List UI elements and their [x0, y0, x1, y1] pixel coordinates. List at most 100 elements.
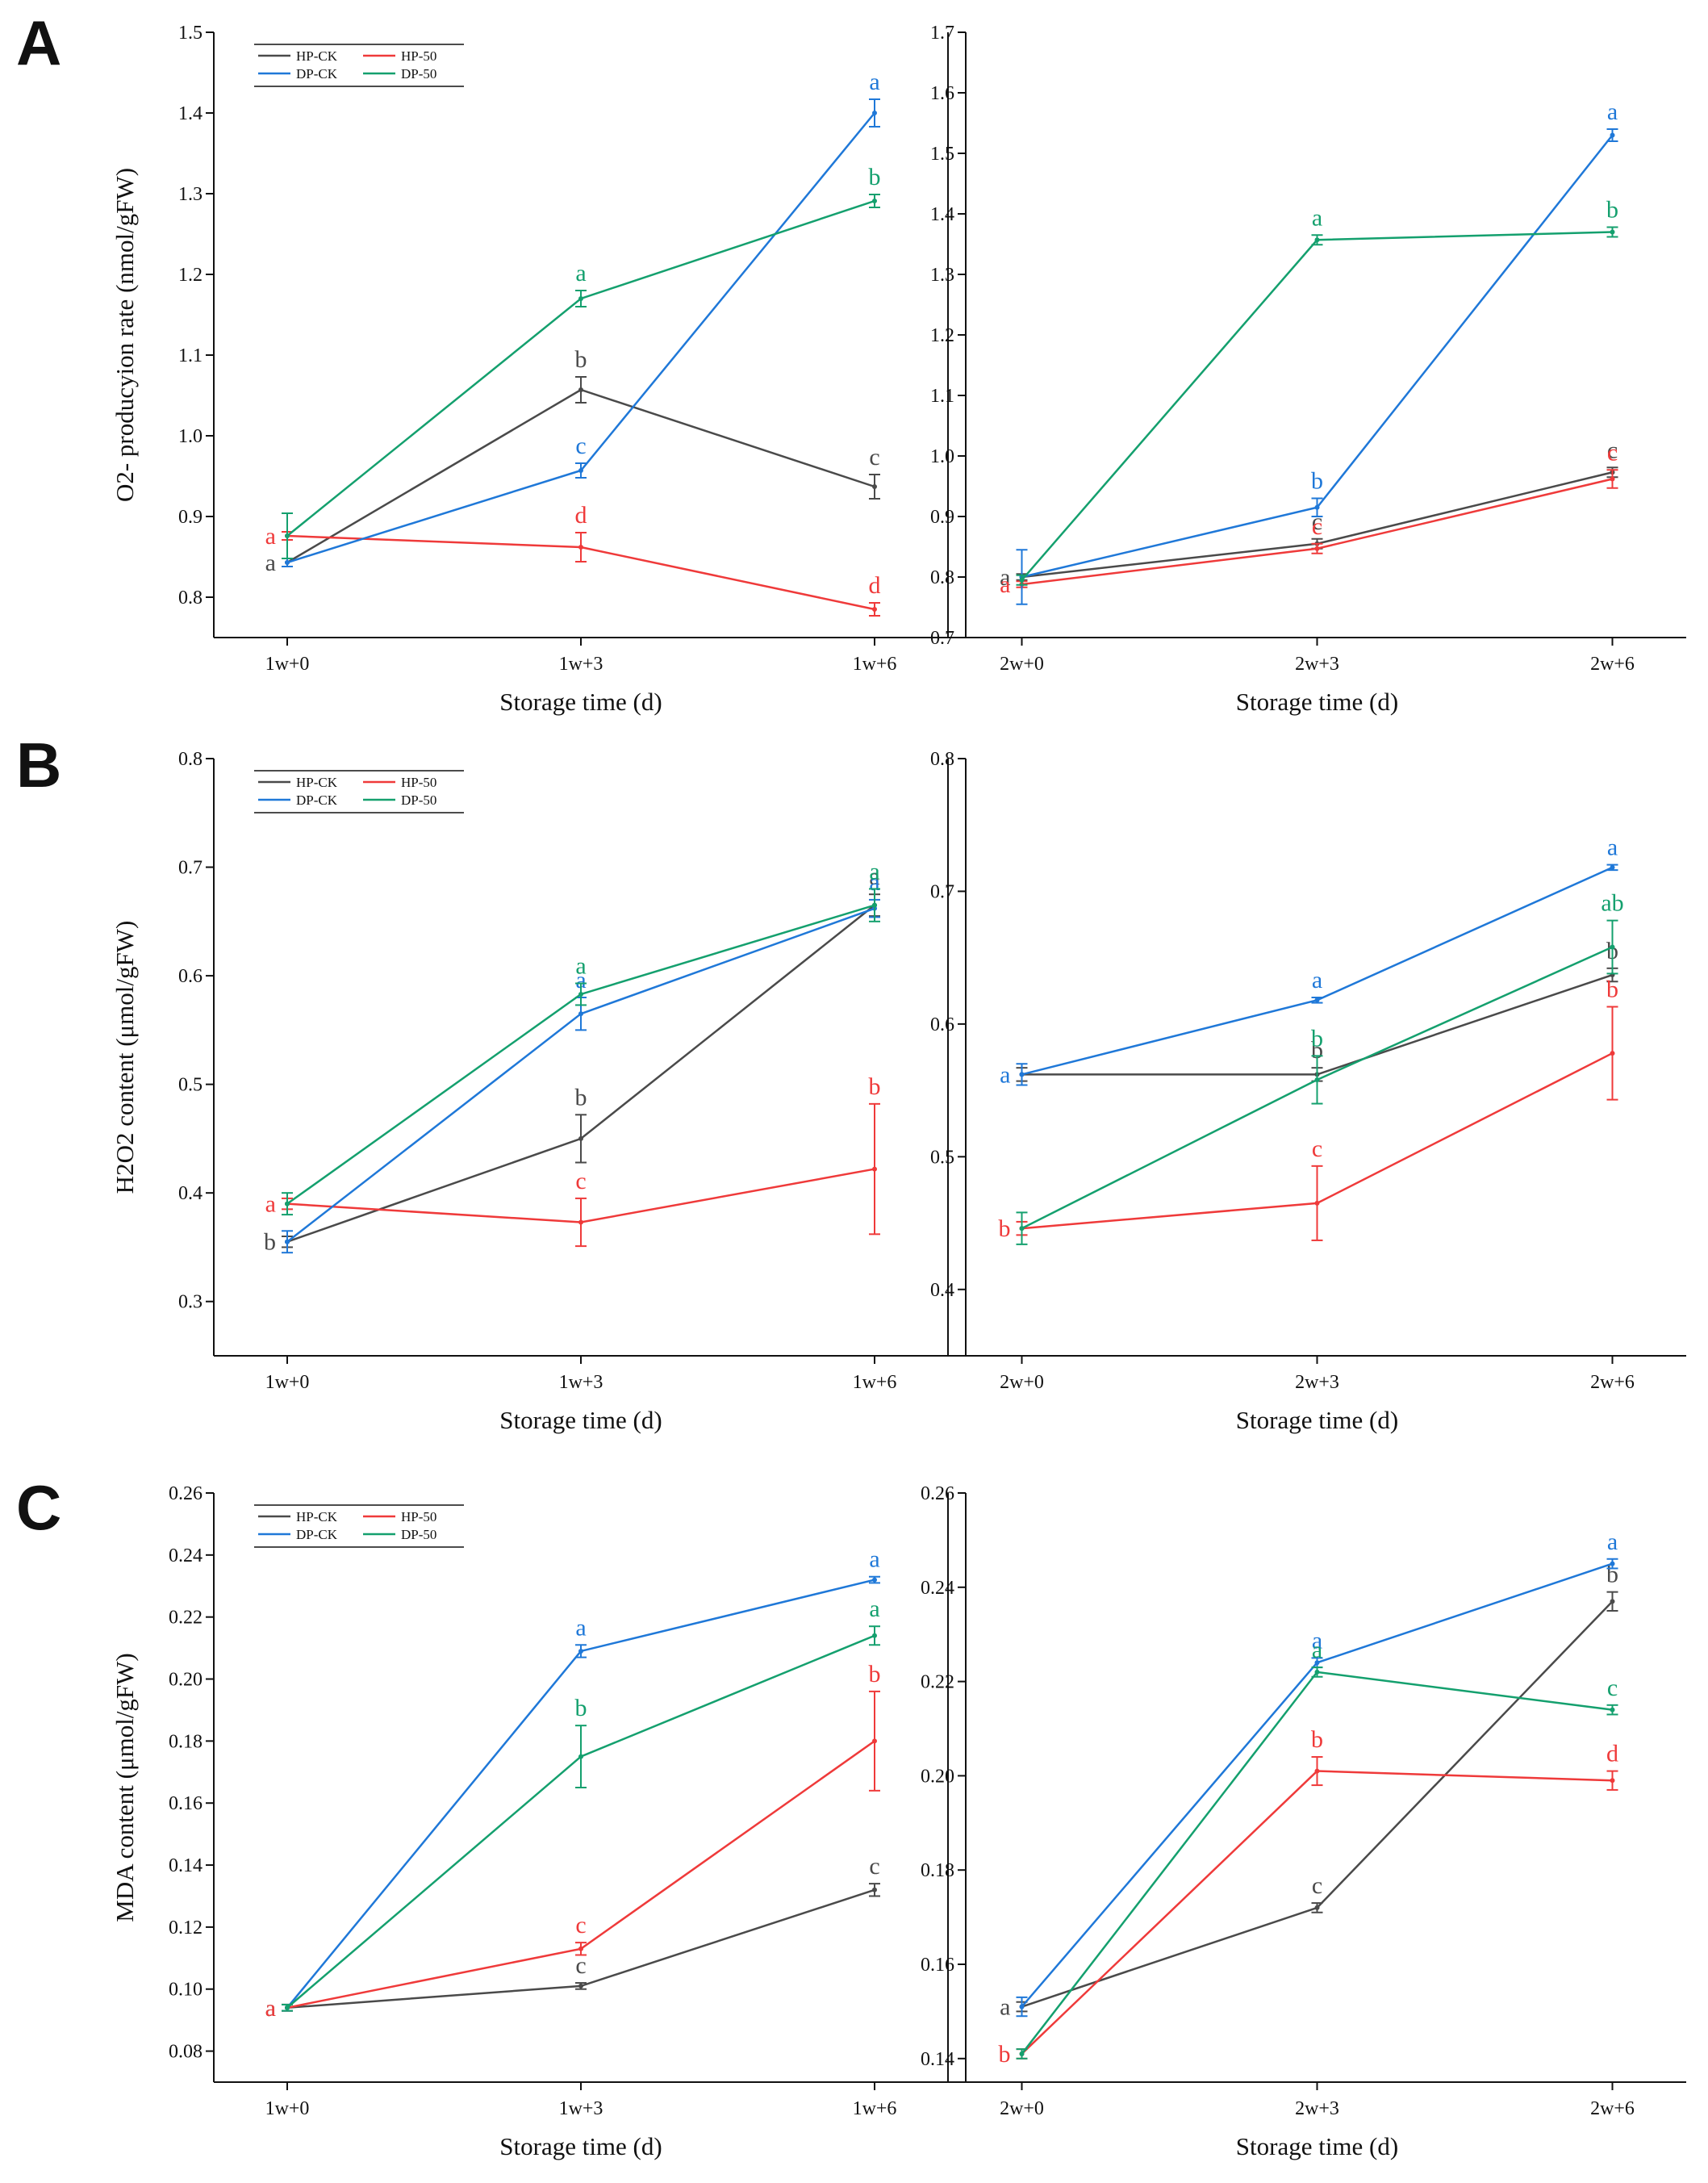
series-dp-50: aa [282, 858, 880, 1216]
y-tick-label: 0.5 [930, 1147, 954, 1168]
significance-label: b [999, 1215, 1011, 1242]
significance-label: a [265, 1995, 276, 2022]
y-tick-label: 1.4 [930, 204, 954, 225]
significance-label: a [575, 967, 586, 993]
significance-label: a [1000, 564, 1010, 591]
chart-a-right: 0.7 0.8 0.9 1.0 1.1 1.2 1.3 1.4 1.5 1.6 1.7 2w+0 2w+… [930, 23, 1686, 716]
significance-label: c [1312, 513, 1322, 540]
y-tick-label: 1.6 [930, 83, 954, 104]
y-tick-label: 0.7 [930, 881, 954, 902]
data-point [1314, 1905, 1320, 1910]
chart-b-right: 0.4 0.5 0.6 0.7 0.8 2w+0 2w+3 2w+6 Storage time … [930, 749, 1686, 1434]
significance-label: c [575, 1912, 586, 1938]
y-tick-label: 1.0 [178, 426, 203, 447]
data-point [578, 1011, 583, 1017]
y-tick-label: 1.5 [930, 144, 954, 165]
data-point [285, 560, 290, 565]
data-point [1610, 1707, 1615, 1713]
y-tick-label: 1.1 [930, 386, 954, 407]
significance-label: d [575, 502, 587, 529]
data-point [872, 1166, 877, 1172]
y-tick-label: 0.8 [178, 588, 203, 608]
data-point [578, 1983, 583, 1989]
chart-a-left: 0.8 0.9 1.0 1.1 1.2 1.3 1.4 1.5 1w+0 1w+3 1w+6 Stor… [111, 23, 948, 716]
y-tick-label: 0.18 [921, 1860, 954, 1881]
y-tick-label: 1.5 [178, 23, 203, 44]
data-point [1019, 2051, 1025, 2056]
significance-label: a [1607, 98, 1618, 125]
series-dp-ck: aa [1016, 1529, 1618, 2018]
y-tick-label: 0.24 [169, 1545, 203, 1566]
series-hp-50: a d d [265, 502, 881, 617]
panel-letter-a: A [16, 7, 61, 78]
y-tick-label: 0.7 [178, 858, 203, 879]
significance-label: c [1312, 508, 1322, 535]
data-point [1610, 1778, 1615, 1784]
data-point [1019, 1072, 1025, 1077]
legend: HP-CK HP-50 DP-CK DP-50 [254, 1504, 464, 1548]
series-dp-ck: a a a [1000, 834, 1618, 1088]
y-tick-label: 0.16 [169, 1793, 203, 1814]
y-tick-label: 0.16 [921, 1955, 954, 1976]
significance-label: b [1311, 468, 1323, 495]
significance-label: a [265, 1995, 276, 2022]
significance-label: a [575, 260, 586, 286]
series-hp-ck: a cc [265, 1853, 880, 2022]
series-hp-ck: acc [1000, 437, 1618, 591]
significance-label: a [265, 523, 276, 550]
legend-label-hp-50: HP-50 [401, 1509, 436, 1524]
data-point [872, 1887, 877, 1892]
series-hp-ck: bba [264, 864, 880, 1256]
series-dp-50: ba [282, 1595, 880, 2012]
data-point [1314, 1768, 1320, 1774]
legend-label-hp-ck: HP-CK [296, 48, 338, 64]
significance-label: ab [1601, 890, 1623, 917]
y-tick-label: 0.8 [930, 567, 954, 588]
data-point [1610, 1599, 1615, 1604]
panel-letter-c: C [16, 1472, 61, 1543]
panel-letter-b: B [16, 730, 61, 801]
series-hp-ck: a b c [265, 346, 880, 576]
x-tick-label: 2w+6 [1590, 654, 1635, 675]
data-point [1019, 2004, 1025, 2009]
data-point [285, 1239, 290, 1244]
legend: HP-CK HP-50 DP-CK DP-50 [254, 44, 464, 87]
legend-label-dp-50: DP-50 [401, 792, 436, 808]
significance-label: a [1000, 571, 1010, 598]
data-point [1019, 577, 1025, 583]
significance-label: c [1607, 1675, 1618, 1701]
significance-label: c [575, 1952, 586, 1979]
x-tick-label: 1w+6 [853, 2098, 897, 2119]
y-tick-label: 1.0 [930, 446, 954, 467]
series-dp-50: ac [1016, 1637, 1618, 2060]
data-point [1314, 237, 1320, 243]
data-point [578, 387, 583, 392]
data-point [285, 2005, 290, 2010]
significance-label: c [1607, 437, 1618, 463]
y-tick-label: 0.20 [921, 1766, 954, 1787]
series-dp-ck: ca [282, 69, 880, 567]
series-line-dp-ck [286, 112, 875, 564]
significance-label: b [1311, 1025, 1323, 1052]
data-point [1314, 1669, 1320, 1675]
significance-label: b [575, 346, 587, 373]
significance-label: a [265, 550, 276, 576]
significance-label: a [869, 864, 879, 890]
data-point [578, 545, 583, 550]
y-tick-label: 1.4 [178, 103, 203, 124]
significance-label: a [869, 1546, 879, 1573]
y-tick-label: 0.8 [178, 749, 203, 770]
legend-label-hp-50: HP-50 [401, 48, 436, 64]
series-hp-50: b c b [999, 976, 1619, 1243]
significance-label: b [869, 1661, 881, 1687]
y-tick-label: 0.22 [921, 1672, 954, 1693]
series-hp-ck: a c b [1000, 1562, 1618, 2021]
x-axis-title: Storage time (d) [1236, 2132, 1398, 2160]
x-tick-label: 2w+0 [1000, 1372, 1044, 1393]
series-dp-50: b ab [1016, 890, 1624, 1245]
significance-label: b [575, 1084, 587, 1110]
x-tick-label: 1w+0 [265, 2098, 310, 2119]
significance-label: a [1312, 1627, 1322, 1654]
x-tick-label: 1w+6 [853, 654, 897, 675]
x-tick-label: 1w+3 [559, 1372, 603, 1393]
